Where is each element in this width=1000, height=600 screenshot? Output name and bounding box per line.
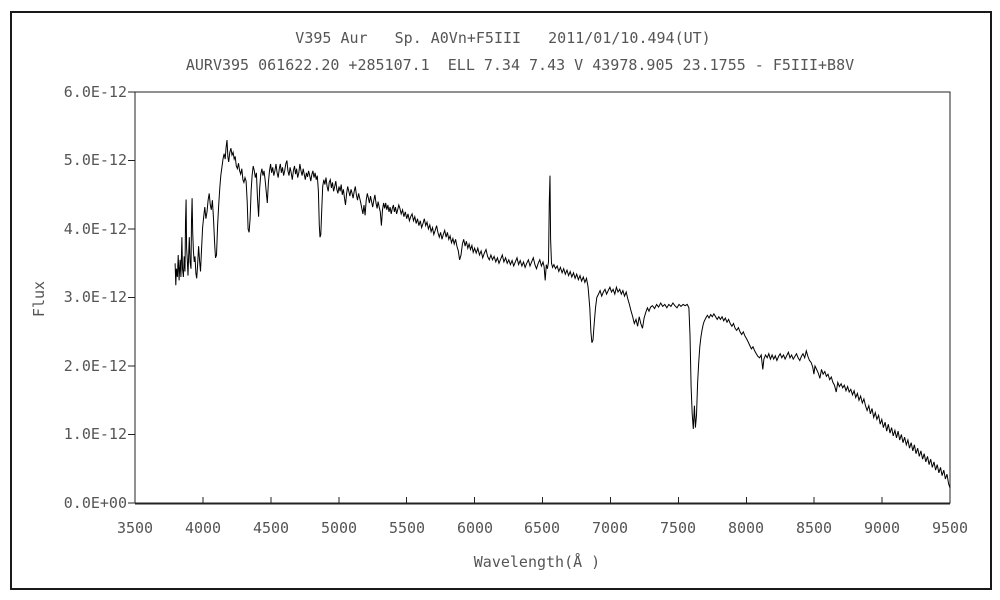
plot-frame (134, 91, 951, 504)
y-tick-label: 1.0E-12 (63, 425, 127, 443)
x-tick-label: 5500 (388, 519, 426, 537)
x-tick-label: 4500 (252, 519, 290, 537)
spectrum-line (174, 139, 951, 489)
y-tick-label: 0.0E+00 (63, 494, 127, 512)
chart-title: V395 Aur Sp. A0Vn+F5III 2011/01/10.494(U… (295, 29, 711, 47)
x-axis-title: Wavelength(Å ) (473, 553, 601, 571)
x-tick-label: 9500 (931, 519, 969, 537)
x-tick-label: 4000 (184, 519, 222, 537)
x-tick-label: 3500 (116, 519, 154, 537)
x-tick-label: 8500 (795, 519, 833, 537)
x-tick-label: 6500 (523, 519, 561, 537)
x-tick-label: 9000 (863, 519, 901, 537)
outer-border (10, 11, 992, 590)
x-tick-label: 7000 (591, 519, 629, 537)
x-tick-label: 5000 (320, 519, 358, 537)
x-tick-label: 7500 (659, 519, 697, 537)
y-tick-label: 3.0E-12 (63, 288, 127, 306)
chart-subtitle: AURV395 061622.20 +285107.1 ELL 7.34 7.4… (185, 56, 855, 74)
x-tick-label: 8000 (727, 519, 765, 537)
x-tick-label: 6000 (456, 519, 494, 537)
y-tick-label: 2.0E-12 (63, 357, 127, 375)
y-tick-label: 6.0E-12 (63, 83, 127, 101)
y-tick-label: 4.0E-12 (63, 220, 127, 238)
y-tick-label: 5.0E-12 (63, 151, 127, 169)
